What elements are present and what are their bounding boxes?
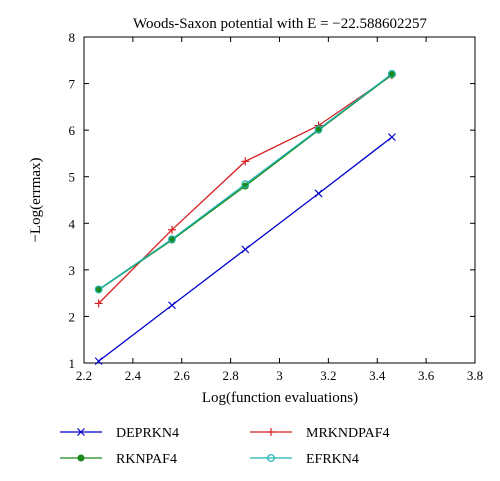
y-tick-label: 5 [69,170,76,185]
deprkn4-data-point [94,357,103,366]
y-tick-label: 2 [69,309,76,324]
y-axis-label: −Log(errmax) [28,157,44,242]
x-tick-label: 2.2 [76,368,92,383]
mrkndpaf4-data-point [241,157,250,166]
x-axis-ticks: 2.2 2.4 2.6 2.8 3 3.2 3.4 3.6 3.8 [76,37,483,383]
chart-title: Woods-Saxon potential with E = −22.58860… [133,16,428,32]
x-tick-label: 3.8 [467,368,483,383]
y-tick-label: 4 [69,216,76,231]
y-tick-label: 7 [69,77,76,92]
y-tick-label: 1 [69,356,76,371]
legend-efrkn4-data-point [267,454,275,462]
y-tick-label: 3 [69,263,76,278]
efrkn4-data-point [168,235,176,244]
efrkn4-data-point [241,180,250,189]
legend-item-rknpaf4: RKNPAF4 [60,452,177,467]
deprkn4-data-point [241,245,250,254]
legend-mrkndpaf4-data-point [267,428,275,436]
legend-label: RKNPAF4 [116,452,177,467]
efrkn4-data-point [388,69,396,78]
deprkn4-data-point [168,301,176,310]
x-tick-label: 3.2 [320,368,336,383]
legend-label: EFRKN4 [306,452,359,467]
legend-rknpaf4-data-point [77,454,85,462]
x-tick-label: 3.6 [418,368,435,383]
legend-item-mrkndpaf4: MRKNDPAF4 [250,426,390,441]
series-layer [94,69,396,366]
plot-area-frame [83,36,476,364]
y-tick-label: 6 [69,123,76,138]
legend-label: DEPRKN4 [116,426,179,441]
legend-deprkn4-data-point [77,428,85,436]
y-tick-label: 8 [69,30,76,45]
legend-item-deprkn4: DEPRKN4 [60,426,179,441]
x-tick-label: 2.8 [223,368,239,383]
legend-label: MRKNDPAF4 [306,426,390,441]
deprkn4-data-point [314,189,323,198]
efrkn4-data-point [94,285,103,294]
y-axis-ticks: 1 2 3 4 5 6 7 8 [69,30,475,371]
x-tick-label: 3 [276,368,283,383]
x-tick-label: 3.4 [369,368,386,383]
deprkn4-data-point [387,133,396,142]
x-axis-label: Log(function evaluations) [202,390,358,406]
legend: DEPRKN4 MRKNDPAF4 RKNPAF4 EFRKN4 [60,426,390,467]
x-tick-label: 2.6 [174,368,191,383]
mrkndpaf4-data-point [167,225,176,234]
efrkn4-data-point [314,125,323,134]
x-tick-label: 2.4 [125,368,142,383]
mrkndpaf4-data-point [94,299,103,308]
legend-item-efrkn4: EFRKN4 [250,452,359,467]
